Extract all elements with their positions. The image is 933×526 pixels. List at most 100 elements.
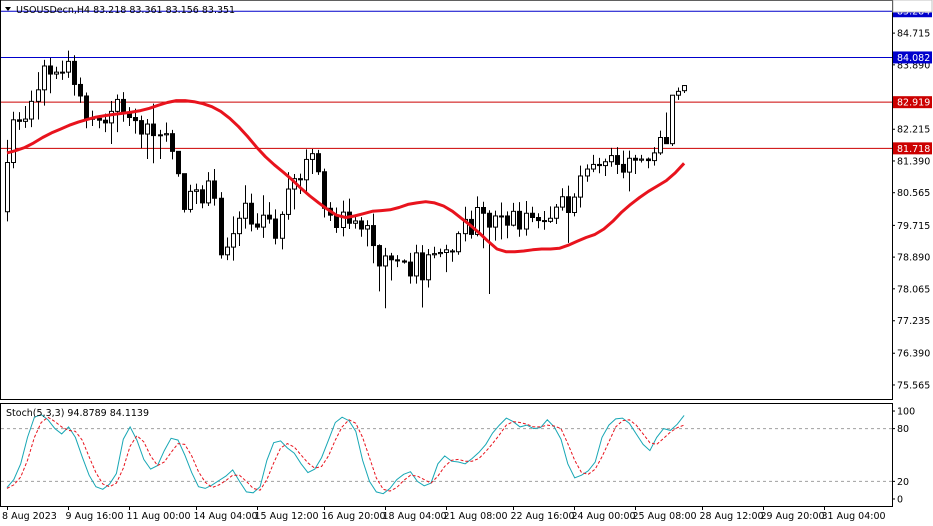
candle-body-down <box>664 137 669 145</box>
candle-body-up <box>237 217 242 235</box>
price-level-label: 84.082 <box>893 51 932 64</box>
candle <box>23 105 28 128</box>
candle <box>17 112 22 130</box>
candle-body-down <box>316 153 321 173</box>
candle-body-down <box>359 220 364 230</box>
candle <box>298 173 303 195</box>
candle-body-down <box>97 117 102 121</box>
candle <box>633 154 638 175</box>
candle-body-up <box>432 253 437 256</box>
candle <box>536 213 541 229</box>
price-tick-label: 79.715 <box>897 221 930 232</box>
candle <box>365 220 370 247</box>
candle-body-down <box>139 120 144 135</box>
candle <box>487 210 492 295</box>
candle-body-up <box>463 218 468 235</box>
candle-body-down <box>212 180 217 199</box>
stoch-main-line <box>6 414 685 495</box>
candle-body-down <box>621 163 626 173</box>
candle-body-down <box>597 163 602 167</box>
candle <box>200 185 205 209</box>
candle <box>316 149 321 175</box>
candle <box>658 130 663 155</box>
candle-body-down <box>298 178 303 181</box>
candle <box>402 259 407 264</box>
candle <box>597 157 602 174</box>
stoch-panel <box>0 403 893 507</box>
candle-body-down <box>78 83 83 97</box>
moving-average-line <box>6 99 686 254</box>
candle <box>621 150 626 179</box>
candle-body-up <box>304 158 309 181</box>
candle-body-up <box>444 249 449 253</box>
candle-body-down <box>633 157 638 161</box>
candle <box>78 77 83 103</box>
candle <box>170 129 175 160</box>
candle <box>66 50 71 78</box>
candle <box>310 149 315 175</box>
price-tick-label: 83.890 <box>897 60 930 71</box>
candle-body-up <box>572 196 577 213</box>
candle-body-up <box>23 118 28 122</box>
candle-body-up <box>29 100 34 120</box>
price-tick-label: 84.715 <box>897 29 930 40</box>
stoch-tick-label: 0 <box>897 494 903 505</box>
candle <box>139 115 144 149</box>
candle <box>463 206 468 242</box>
candle-body-up <box>36 89 41 102</box>
candle <box>359 217 364 237</box>
candle <box>109 100 114 145</box>
candle <box>371 213 376 264</box>
candle-body-down <box>17 119 22 122</box>
candle-body-up <box>54 71 59 75</box>
price-label-bg <box>893 51 932 64</box>
price-tick-label: 81.390 <box>897 156 930 167</box>
candle-body-down <box>121 98 126 114</box>
candle <box>389 252 394 281</box>
candle-body-down <box>151 123 156 137</box>
candle <box>280 211 285 250</box>
current-price-text: 83.351 <box>897 0 930 3</box>
candle <box>664 112 669 145</box>
candle <box>72 55 77 96</box>
stochastic-oscillator <box>1 414 892 495</box>
candle-body-down <box>395 259 400 262</box>
candle <box>158 129 163 160</box>
candle <box>237 211 242 246</box>
horizontal-levels <box>1 0 892 149</box>
candle-body-up <box>676 90 681 96</box>
candle-body-up <box>365 225 370 230</box>
time-tick-label: 9 Aug 16:00 <box>66 511 124 522</box>
candle <box>212 169 217 206</box>
candle-body-down <box>402 260 407 263</box>
candle-body-down <box>182 173 187 210</box>
candle-body-down <box>389 255 394 261</box>
candle-body-up <box>603 161 608 167</box>
candle <box>273 209 278 245</box>
candle-body-down <box>646 158 651 162</box>
candle-body-down <box>133 117 138 122</box>
candle <box>151 103 156 164</box>
candle <box>542 210 547 230</box>
candle <box>560 188 565 211</box>
dropdown-triangle-icon[interactable] <box>5 7 11 11</box>
time-tick-label: 29 Aug 20:00 <box>761 511 825 522</box>
candle-body-down <box>267 214 272 220</box>
candle-body-up <box>578 175 583 198</box>
candle <box>432 246 437 259</box>
candle <box>670 94 675 146</box>
candle <box>444 244 449 273</box>
candle-body-up <box>585 168 590 177</box>
candle-body-down <box>371 225 376 247</box>
candle-body-up <box>164 133 169 136</box>
indicator-header: Stoch(5,3,3) 94.8789 84.1139 <box>6 408 149 419</box>
candle <box>554 204 559 225</box>
candle <box>182 173 187 213</box>
time-tick-label: 16 Aug 20:00 <box>322 511 386 522</box>
time-tick-label: 8 Aug 2023 <box>2 511 57 522</box>
candle-body-up <box>231 233 236 248</box>
candle-body-up <box>426 254 431 281</box>
price-tick-label: 78.890 <box>897 253 930 264</box>
candle-body-up <box>493 215 498 228</box>
